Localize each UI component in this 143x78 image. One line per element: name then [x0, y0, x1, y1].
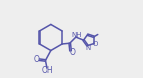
Text: O: O: [69, 48, 75, 57]
Text: NH: NH: [72, 32, 82, 38]
Text: N: N: [85, 45, 90, 51]
Text: OH: OH: [42, 66, 54, 75]
Text: O: O: [34, 55, 40, 64]
Text: O: O: [93, 41, 98, 47]
